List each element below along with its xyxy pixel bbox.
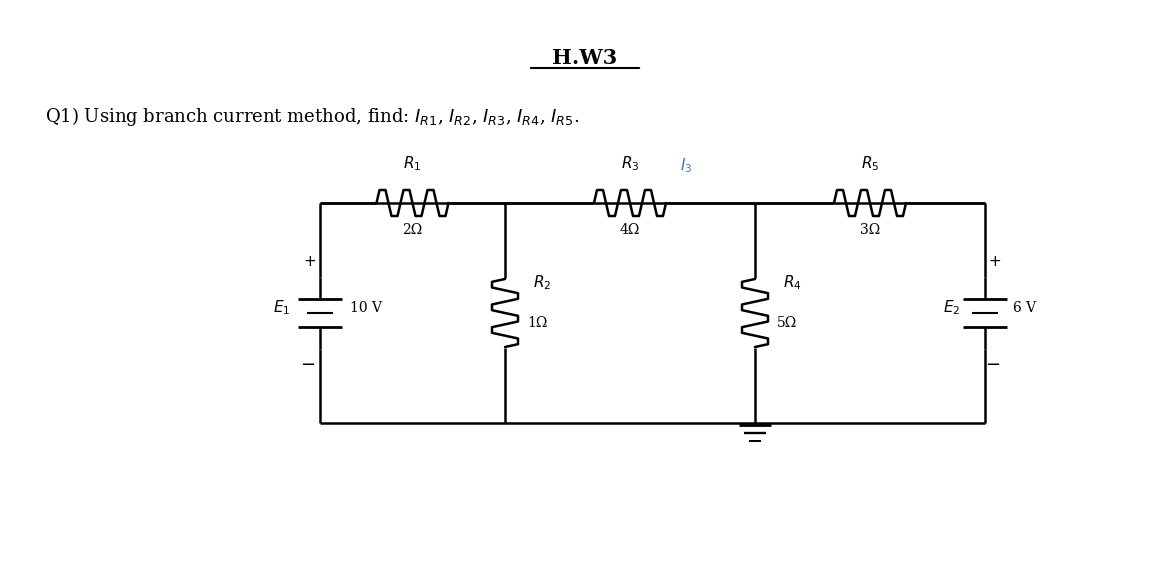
Text: 5Ω: 5Ω (777, 316, 797, 330)
Text: −: − (301, 356, 316, 374)
Text: 1Ω: 1Ω (526, 316, 548, 330)
Text: $I_3$: $I_3$ (680, 156, 693, 175)
Text: $R_5$: $R_5$ (861, 154, 879, 173)
Text: Q1) Using branch current method, find: $I_{R1}$, $I_{R2}$, $I_{R3}$, $I_{R4}$, $: Q1) Using branch current method, find: $… (44, 105, 579, 128)
Text: 10 V: 10 V (350, 301, 381, 315)
Text: +: + (989, 254, 1002, 269)
Text: 2Ω: 2Ω (402, 223, 422, 237)
Text: $R_1$: $R_1$ (404, 154, 421, 173)
Text: 6 V: 6 V (1013, 301, 1037, 315)
Text: +: + (304, 254, 316, 269)
Text: H.W3: H.W3 (552, 48, 618, 68)
Text: $E_1$: $E_1$ (273, 299, 290, 317)
Text: −: − (985, 356, 1000, 374)
Text: $R_3$: $R_3$ (621, 154, 639, 173)
Text: 4Ω: 4Ω (620, 223, 640, 237)
Text: 3Ω: 3Ω (860, 223, 880, 237)
Text: $E_2$: $E_2$ (943, 299, 961, 317)
Text: $R_2$: $R_2$ (534, 273, 551, 292)
Text: $R_4$: $R_4$ (783, 273, 801, 292)
